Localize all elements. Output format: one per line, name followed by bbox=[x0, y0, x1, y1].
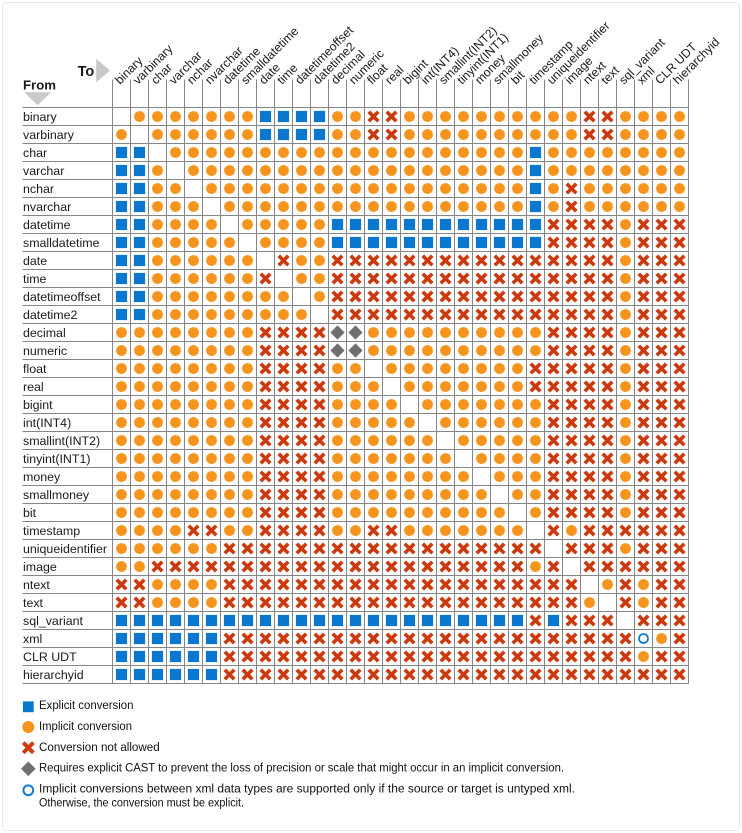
svg-text:datetimeoffset: datetimeoffset bbox=[23, 290, 101, 304]
svg-text:real: real bbox=[23, 380, 44, 394]
svg-text:smallint(INT2): smallint(INT2) bbox=[23, 434, 100, 448]
svg-text:image: image bbox=[23, 560, 57, 574]
svg-text:Otherwise, the conversion must: Otherwise, the conversion must be explic… bbox=[39, 796, 244, 810]
svg-text:tinyint(INT1): tinyint(INT1) bbox=[23, 452, 90, 466]
svg-text:smalldatetime: smalldatetime bbox=[23, 236, 100, 250]
svg-text:time: time bbox=[23, 272, 47, 286]
svg-text:varchar: varchar bbox=[23, 164, 64, 178]
svg-text:Conversion not allowed: Conversion not allowed bbox=[39, 740, 160, 754]
svg-text:datetime: datetime bbox=[23, 218, 71, 232]
svg-text:int(INT4): int(INT4) bbox=[23, 416, 71, 430]
svg-text:money: money bbox=[23, 470, 61, 484]
svg-text:varbinary: varbinary bbox=[23, 128, 75, 142]
svg-text:float: float bbox=[23, 362, 47, 376]
svg-text:decimal: decimal bbox=[23, 326, 66, 340]
svg-text:Implicit conversion: Implicit conversion bbox=[39, 719, 132, 733]
svg-text:binary: binary bbox=[23, 110, 58, 124]
svg-text:Requires explicit CAST to prev: Requires explicit CAST to prevent the lo… bbox=[39, 760, 564, 774]
svg-text:xml: xml bbox=[23, 632, 42, 646]
svg-text:nvarchar: nvarchar bbox=[23, 200, 71, 214]
svg-text:uniqueidentifier: uniqueidentifier bbox=[23, 542, 107, 556]
svg-text:bigint: bigint bbox=[23, 398, 53, 412]
svg-text:To: To bbox=[78, 64, 95, 80]
svg-text:text: text bbox=[23, 596, 44, 610]
svg-text:char: char bbox=[23, 146, 47, 160]
svg-text:smallmoney: smallmoney bbox=[23, 488, 90, 502]
svg-text:CLR UDT: CLR UDT bbox=[23, 650, 77, 664]
svg-text:ntext: ntext bbox=[23, 578, 50, 592]
svg-text:Implicit conversions between x: Implicit conversions between xml data ty… bbox=[39, 782, 575, 796]
svg-text:bit: bit bbox=[23, 506, 37, 520]
svg-text:hierarchyid: hierarchyid bbox=[23, 668, 84, 682]
svg-text:timestamp: timestamp bbox=[23, 524, 80, 538]
svg-text:date: date bbox=[23, 254, 47, 268]
svg-text:numeric: numeric bbox=[23, 344, 67, 358]
svg-text:nchar: nchar bbox=[23, 182, 54, 196]
svg-text:Explicit conversion: Explicit conversion bbox=[39, 698, 134, 712]
svg-text:datetime2: datetime2 bbox=[23, 308, 78, 322]
svg-text:sql_variant: sql_variant bbox=[23, 614, 83, 628]
svg-text:From: From bbox=[23, 78, 56, 93]
